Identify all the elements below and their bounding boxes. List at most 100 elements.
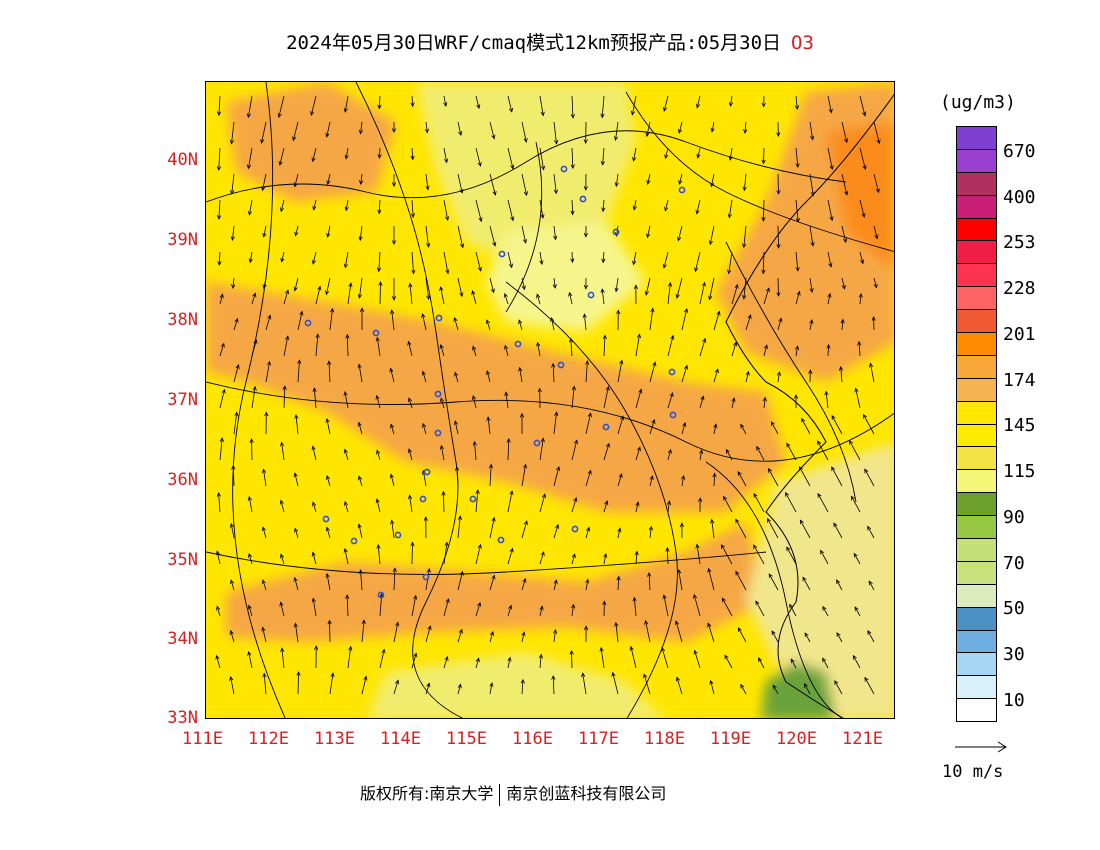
wind-vector <box>583 277 588 290</box>
colorbar-box <box>956 675 997 699</box>
wind-vector <box>453 316 459 331</box>
wind-vector <box>799 466 811 487</box>
wind-vector <box>755 600 765 617</box>
wind-vector <box>710 121 715 133</box>
wind-vector <box>571 553 576 565</box>
wind-vector <box>551 362 556 383</box>
wind-vector <box>293 622 299 643</box>
wind-vector <box>827 292 832 305</box>
province-boundaries <box>206 82 894 718</box>
cb-label-90: 90 <box>1003 507 1025 528</box>
wind-vector <box>678 121 683 134</box>
wind-vector <box>599 646 605 669</box>
wind-vector <box>423 516 428 539</box>
wind-vector <box>251 292 257 305</box>
wind-vector <box>785 491 797 513</box>
wind-vector <box>249 438 254 461</box>
wind-vector <box>675 620 683 643</box>
wind-vector <box>611 671 619 695</box>
wind-vector <box>790 658 797 669</box>
wind-vector <box>553 121 559 145</box>
wind-vector <box>776 371 782 383</box>
wind-vector <box>475 601 482 617</box>
wind-vector <box>681 422 687 435</box>
wind-vector <box>583 173 588 191</box>
wind-vector <box>489 574 496 591</box>
wind-vector <box>294 225 299 237</box>
wind-vector <box>838 365 844 383</box>
footer-copyright: 版权所有:南京大学 <box>360 784 494 803</box>
wind-vector <box>278 147 285 166</box>
wind-vector <box>216 605 221 617</box>
wind-vector <box>325 475 331 487</box>
wind-vector <box>233 411 239 435</box>
wind-vector <box>536 293 541 305</box>
city-marker <box>322 515 330 523</box>
wind-vector <box>795 199 800 223</box>
wind-vector <box>261 579 267 591</box>
footer-company: 南京创蓝科技有限公司 <box>506 784 667 803</box>
field-pale-yellow-center <box>486 222 646 332</box>
wind-vector <box>836 632 843 643</box>
wind-vector <box>344 199 349 212</box>
city-marker <box>469 495 477 503</box>
cb-label-70: 70 <box>1003 553 1025 574</box>
colorbar-box <box>956 538 997 561</box>
wind-vector <box>864 676 875 695</box>
wind-vector <box>809 173 815 197</box>
wind-vector <box>712 472 717 487</box>
wind-vector <box>280 647 285 669</box>
city-marker <box>579 195 587 203</box>
wind-vector <box>727 199 733 219</box>
wind-vector <box>297 359 302 383</box>
colorbar-box <box>956 400 997 424</box>
wind-vector <box>550 317 555 331</box>
wind-vector <box>649 475 654 487</box>
wind-vector <box>219 293 224 305</box>
wind-vector <box>247 495 253 513</box>
wind-vector <box>742 225 747 249</box>
wind-vector <box>347 645 353 669</box>
coastline <box>725 93 894 718</box>
wind-vector <box>868 580 875 591</box>
city-marker <box>571 525 579 533</box>
wind-vector <box>723 495 733 513</box>
wind-vector <box>377 147 382 159</box>
wind-vector <box>713 423 718 435</box>
wind-vector <box>802 576 811 591</box>
wind-vector <box>539 551 545 565</box>
wind-vector <box>808 369 813 383</box>
wind-vector <box>391 122 397 134</box>
city-marker <box>377 591 385 599</box>
wind-vector <box>521 121 528 143</box>
wind-vector <box>343 251 349 269</box>
wind-vector <box>585 526 591 539</box>
wind-vector <box>411 251 416 275</box>
wind-vector <box>643 673 651 695</box>
wind-vector <box>443 598 450 617</box>
wind-vector <box>756 445 765 461</box>
concentration-fields <box>206 82 894 718</box>
field-orange-northeast-core <box>826 122 894 271</box>
wind-vector <box>379 648 386 669</box>
wind-vector <box>358 569 363 591</box>
wind-vector <box>410 541 415 565</box>
wind-vector <box>457 628 463 643</box>
wind-vector <box>329 307 335 331</box>
wind-vector <box>768 467 779 487</box>
wind-vector <box>663 95 669 112</box>
city-marker <box>497 536 505 544</box>
wind-vector <box>329 672 335 695</box>
wind-vector <box>761 95 766 108</box>
wind-vector <box>809 121 815 141</box>
wind-vector <box>408 282 413 305</box>
wind-vector <box>873 277 878 289</box>
wind-vector <box>731 397 736 409</box>
wind-vector <box>361 619 366 643</box>
wind-vector <box>485 319 491 331</box>
wind-vector <box>489 225 497 247</box>
wind-vector <box>699 281 706 305</box>
wind-vector <box>675 277 683 299</box>
wind-vector <box>713 310 721 331</box>
wind-vector <box>635 446 641 461</box>
